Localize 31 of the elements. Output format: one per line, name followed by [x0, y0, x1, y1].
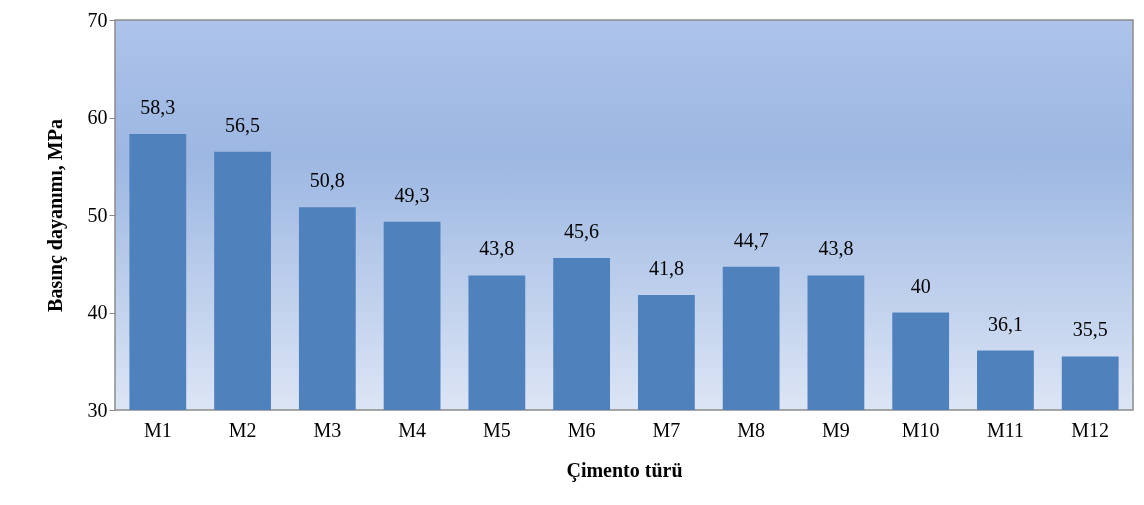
data-label: 49,3: [394, 183, 430, 206]
x-tick-label: M6: [567, 418, 596, 441]
x-tick-label: M1: [143, 418, 172, 441]
data-label: 44,7: [733, 228, 769, 251]
data-label: 43,8: [479, 237, 515, 260]
x-tick-label: M11: [986, 418, 1024, 441]
x-tick-label: M7: [652, 418, 681, 441]
data-label: 56,5: [225, 113, 261, 136]
y-tick-label: 30: [87, 398, 108, 421]
x-tick-label: M5: [482, 418, 511, 441]
x-tick-label: M4: [398, 418, 426, 441]
y-tick-label: 40: [87, 301, 108, 323]
y-tick-label: 50: [87, 203, 108, 226]
x-tick-label: M3: [313, 418, 342, 441]
data-label: 43,8: [818, 237, 854, 260]
data-label: 35,5: [1072, 318, 1108, 341]
x-tick-label: M12: [1071, 418, 1110, 441]
data-label: 36,1: [987, 312, 1023, 335]
x-tick-label: M10: [901, 418, 940, 441]
y-tick-label: 70: [87, 8, 108, 31]
x-tick-label: M8: [737, 418, 766, 441]
data-label: 41,8: [648, 256, 684, 279]
y-tick-label: 60: [87, 106, 108, 128]
x-tick-label: M9: [822, 418, 850, 441]
y-axis-title: Basınç dayanımı, MPa: [43, 119, 67, 312]
data-label: 50,8: [309, 169, 345, 192]
x-axis-title: Çimento türü: [566, 458, 683, 482]
x-tick-label: M2: [228, 418, 257, 441]
data-label: 45,6: [564, 219, 600, 242]
data-label: 40: [910, 274, 931, 297]
data-label: 58,3: [140, 96, 176, 119]
